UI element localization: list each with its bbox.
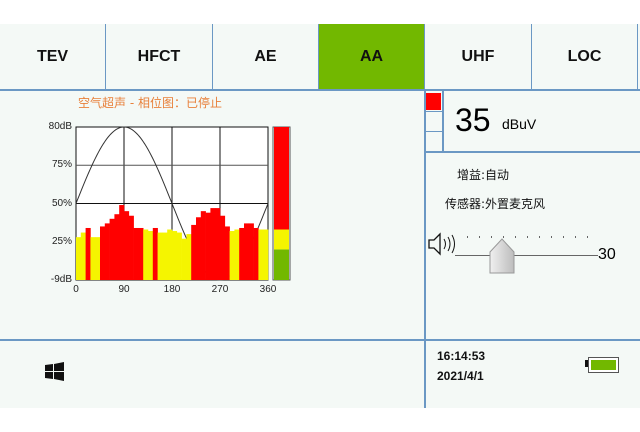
slider-tick (551, 236, 552, 238)
slider-tick (503, 236, 504, 238)
app-window: TEV HFCT AE AA UHF LOC 空气超声 - 相位图：已停止 80dB 75%… (0, 24, 640, 408)
phase-bar (167, 229, 173, 280)
phase-bar (76, 237, 82, 280)
slider-track (455, 255, 598, 256)
level-meter-segment (274, 229, 289, 250)
clock-date: 2021/4/1 (437, 369, 484, 383)
phase-bar (114, 214, 120, 280)
gain-label: 增益:自动 (457, 168, 510, 182)
speaker-icon[interactable] (426, 229, 456, 259)
volume-value: 30 (598, 246, 616, 263)
phase-bar (172, 231, 178, 280)
phase-bar (191, 224, 197, 280)
phase-bar (152, 227, 158, 280)
divider (0, 339, 640, 341)
reading-value: 35 (455, 102, 491, 138)
slider-tick (527, 236, 528, 238)
phase-bar (119, 205, 125, 280)
slider-tick (467, 236, 468, 238)
phase-bar (157, 232, 163, 280)
reading-unit: dBuV (502, 116, 537, 132)
phase-bar (80, 232, 86, 280)
phase-bar (181, 238, 187, 280)
phase-bar (143, 229, 149, 280)
phase-bar (186, 234, 192, 280)
slider-tick (539, 236, 540, 238)
phase-bar (100, 226, 106, 280)
phase-bar (128, 215, 134, 280)
tab-aa[interactable]: AA (319, 24, 425, 90)
x-tick-label: 270 (211, 284, 229, 295)
divider (442, 90, 444, 152)
phase-bar (109, 218, 115, 280)
phase-bar (162, 232, 168, 280)
phase-bar (224, 226, 230, 280)
level-meter-segment (274, 127, 289, 230)
slider-thumb[interactable] (489, 238, 515, 274)
battery-icon (588, 357, 619, 373)
y-tick-label: 50% (51, 197, 72, 209)
slider-tick (479, 236, 480, 238)
x-tick-label: 360 (259, 284, 277, 295)
y-tick-label: 80dB (48, 121, 72, 132)
phase-bar (244, 223, 250, 280)
phase-bar (205, 212, 211, 280)
sensor-label: 传感器:外置麦克风 (445, 197, 546, 211)
divider (426, 111, 442, 112)
phase-bar (90, 237, 96, 280)
phase-bar (258, 229, 264, 280)
phase-bar (239, 227, 245, 280)
clock-time: 16:14:53 (437, 349, 486, 363)
phase-bar (253, 227, 259, 280)
tab-uhf[interactable]: UHF (425, 24, 532, 90)
slider-tick (563, 236, 564, 238)
slider-tick (575, 236, 576, 238)
phase-bar (263, 229, 269, 280)
phase-bar (138, 227, 144, 280)
slider-tick (515, 236, 516, 238)
phase-bar (95, 237, 101, 280)
x-tick-label: 90 (118, 284, 130, 295)
tab-ae[interactable]: AE (213, 24, 319, 90)
phase-bar (148, 231, 154, 280)
phase-chart (75, 126, 291, 281)
phase-bar (85, 227, 91, 280)
phase-bar (210, 208, 216, 280)
battery-tip (585, 360, 588, 367)
phase-bar (176, 232, 182, 280)
phase-bar (215, 208, 221, 280)
phase-bar (229, 231, 235, 280)
tab-hfct[interactable]: HFCT (106, 24, 213, 90)
tab-tev[interactable]: TEV (0, 24, 106, 90)
divider (425, 151, 640, 153)
channel-indicator-active (426, 93, 441, 110)
tab-loc[interactable]: LOC (532, 24, 638, 90)
x-tick-label: 0 (73, 284, 79, 295)
phase-bar (248, 223, 254, 280)
divider (0, 89, 640, 91)
x-tick-label: 180 (163, 284, 181, 295)
phase-bar (220, 215, 226, 280)
level-meter-segment (274, 249, 289, 280)
slider-tick (491, 236, 492, 238)
y-tick-label: -9dB (50, 274, 72, 285)
chart-title: 空气超声 - 相位图：已停止 (78, 96, 222, 110)
windows-icon[interactable] (45, 362, 65, 382)
phase-bar (124, 211, 130, 280)
divider (426, 131, 442, 132)
slider-tick (587, 236, 588, 238)
y-tick-label: 75% (51, 159, 72, 171)
battery-level (591, 360, 616, 370)
phase-bar (133, 227, 139, 280)
phase-bar (104, 223, 110, 280)
phase-bar (200, 211, 206, 280)
divider (424, 90, 426, 408)
y-tick-label: 25% (51, 235, 72, 247)
phase-bar (196, 217, 202, 280)
phase-bar (234, 229, 240, 280)
